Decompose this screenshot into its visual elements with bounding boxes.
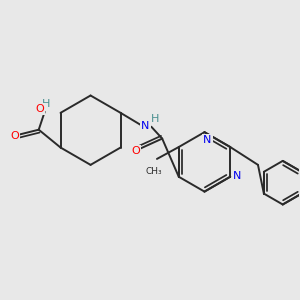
Text: N: N [203,135,212,145]
Text: O: O [11,130,19,141]
Text: H: H [151,114,159,124]
Text: N: N [141,121,149,131]
Text: O: O [131,146,140,157]
Text: CH₃: CH₃ [146,167,162,176]
Text: H: H [41,99,50,109]
Text: O: O [35,104,44,114]
Text: N: N [233,171,242,181]
